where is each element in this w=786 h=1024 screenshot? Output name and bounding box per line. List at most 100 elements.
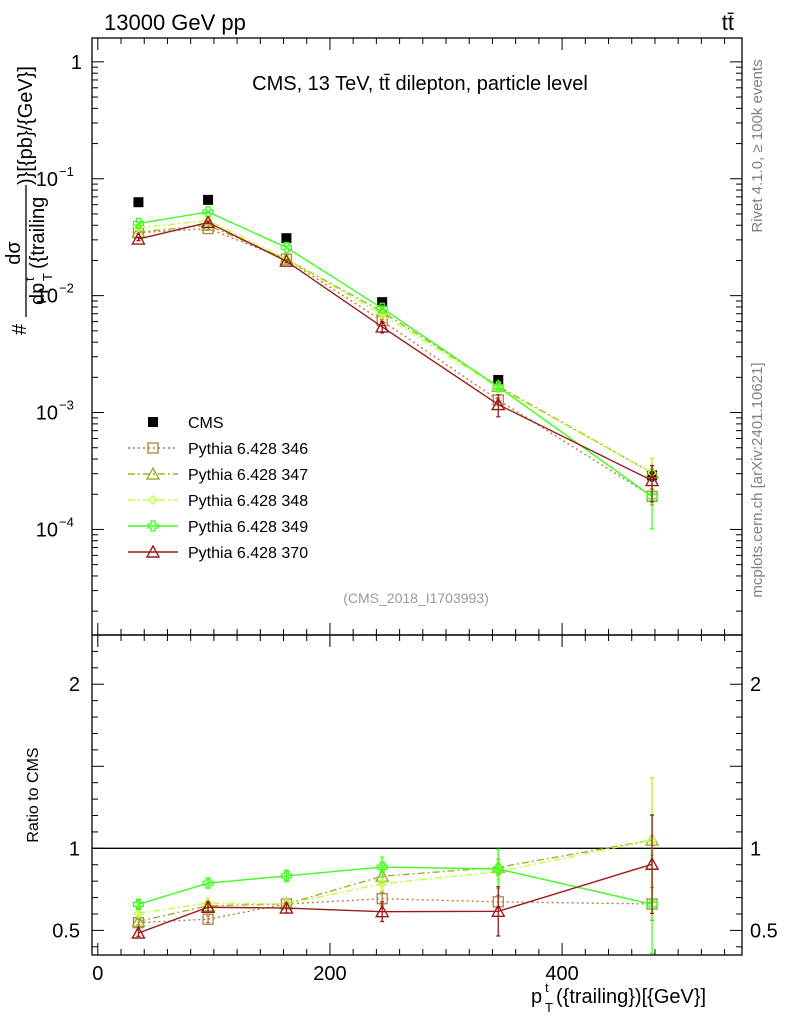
- main-y-label: # dσ dp t T ({trailing )}[{pb}/{GeV}]: [3, 66, 55, 335]
- data-point: [492, 381, 504, 393]
- series-cms: [133, 194, 658, 482]
- series-line: [138, 863, 653, 934]
- y-label-sup-t: t: [22, 277, 37, 281]
- x-tick-label: 400: [545, 963, 578, 985]
- legend-marker: [145, 466, 161, 480]
- main-x-ticks: [97, 38, 726, 635]
- data-point: [374, 904, 390, 918]
- data-point: [492, 863, 504, 875]
- main-y-axis: 110−110−210−310−4: [36, 52, 742, 612]
- y-tick-label: 10: [36, 286, 58, 308]
- series-line: [138, 839, 653, 923]
- legend-marker: [148, 417, 158, 427]
- data-point: [132, 898, 145, 910]
- data-point: [202, 206, 214, 218]
- y-label-sub-t: T: [40, 273, 55, 281]
- ratio-y-label: Ratio to CMS: [25, 747, 42, 842]
- data-point: [491, 903, 506, 918]
- data-point: [280, 870, 293, 882]
- series-line: [138, 227, 653, 497]
- main-series: [131, 194, 660, 530]
- x-label-p: p: [531, 986, 542, 1008]
- y-tick-label-right: 0.5: [750, 920, 778, 942]
- series-pythia-6-428-346: [132, 222, 658, 506]
- rivet-version-label: Rivet 4.1.0, ≥ 100k events: [749, 59, 766, 232]
- y-tick-label-right: 2: [750, 674, 761, 696]
- y-label-dsigma: dσ: [3, 241, 25, 265]
- series-pythia-6-428-348: [133, 777, 657, 919]
- legend-label: Pythia 6.428 347: [188, 467, 308, 484]
- legend: CMS Pythia 6.428 346 Pythia 6.428 347 Pythi…: [128, 415, 308, 562]
- legend-item: Pythia 6.428 349: [128, 519, 308, 536]
- data-point: [376, 861, 388, 873]
- series-line: [138, 839, 653, 915]
- data-point: [200, 217, 216, 231]
- series-line: [138, 211, 653, 498]
- series-line: [138, 221, 653, 482]
- legend-label: Pythia 6.428 370: [188, 545, 308, 562]
- energy-label: 13000 GeV pp: [104, 10, 246, 35]
- y-label-dp: dp: [27, 283, 49, 305]
- legend-label: CMS: [188, 415, 224, 432]
- data-point: [646, 898, 658, 910]
- data-point: [200, 214, 216, 229]
- data-point: [279, 900, 294, 914]
- data-point: [377, 878, 388, 889]
- y-tick-label: 1: [69, 838, 80, 860]
- data-point: [377, 309, 388, 320]
- legend-label: Pythia 6.428 348: [188, 493, 308, 510]
- legend-marker: [145, 544, 161, 558]
- main-title: CMS, 13 TeV, tt̄ dilepton, particle leve…: [252, 73, 588, 95]
- data-point: [203, 194, 214, 205]
- data-point: [279, 253, 294, 267]
- y-tick-label: 2: [69, 674, 80, 696]
- x-label-rest: ({trailing})[{GeV}]: [556, 986, 706, 1008]
- data-point: [376, 302, 388, 314]
- legend-item: Pythia 6.428 370: [128, 544, 308, 562]
- series-line: [138, 224, 653, 474]
- y-tick-exponent: −3: [59, 398, 74, 413]
- series-pythia-6-428-370: [131, 814, 660, 939]
- y-tick-label: 10: [36, 403, 58, 425]
- legend-item: Pythia 6.428 346: [128, 441, 308, 458]
- data-point: [203, 215, 213, 226]
- y-label-hash: #: [9, 323, 31, 335]
- legend-item: Pythia 6.428 347: [128, 466, 308, 484]
- x-tick-label: 200: [313, 963, 346, 985]
- legend-marker: [147, 442, 159, 454]
- legend-item: Pythia 6.428 348: [128, 493, 308, 510]
- legend-label: Pythia 6.428 346: [188, 441, 308, 458]
- legend-marker: [148, 495, 158, 505]
- x-label-sub-t: T: [545, 1000, 553, 1015]
- legend-label: Pythia 6.428 349: [188, 519, 308, 536]
- series-pythia-6-428-349: [132, 206, 658, 530]
- series-line: [138, 898, 653, 924]
- main-plot: CMS, 13 TeV, tt̄ dilepton, particle leve…: [3, 37, 743, 636]
- legend-item: CMS: [148, 415, 224, 432]
- ratio-plot-frame: [91, 634, 743, 956]
- watermark-label: (CMS_2018_I1703993): [343, 590, 489, 606]
- data-point: [281, 254, 292, 265]
- x-label-sup-t: t: [545, 980, 549, 995]
- data-point: [131, 925, 146, 939]
- y-tick-label-right: 1: [750, 838, 761, 860]
- y-tick-exponent: −4: [59, 514, 74, 529]
- data-point: [133, 197, 144, 208]
- series-line: [138, 866, 653, 905]
- y-tick-label: 1: [71, 52, 82, 74]
- y-label-units: )}[{pb}/{GeV}]: [15, 66, 37, 185]
- y-tick-label: 10: [36, 519, 58, 541]
- source-label: mcplots.cern.ch [arXiv:2401.10621]: [749, 362, 766, 597]
- process-label: tt̄: [722, 10, 734, 35]
- data-point: [644, 856, 660, 870]
- data-point: [644, 473, 660, 487]
- y-label-trailing: ({trailing: [27, 197, 49, 269]
- data-point: [131, 231, 146, 245]
- y-tick-label: 0.5: [52, 920, 80, 942]
- series-line: [138, 219, 653, 474]
- data-point: [491, 397, 506, 411]
- data-point: [132, 217, 145, 230]
- data-point: [374, 319, 390, 333]
- data-point: [202, 877, 214, 889]
